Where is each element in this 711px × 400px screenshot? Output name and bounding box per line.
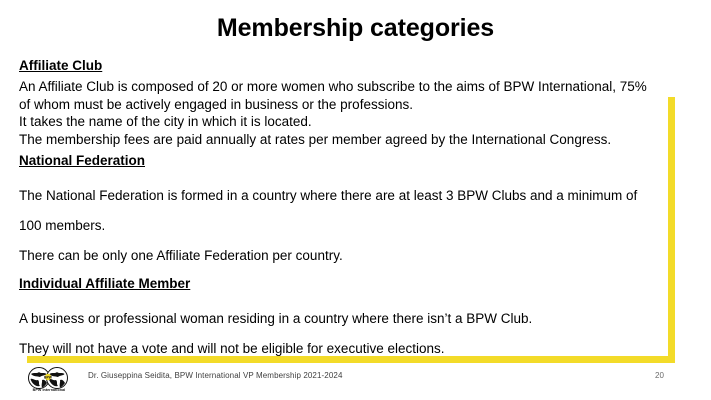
page-title: Membership categories [216,14,495,42]
logo-caption: BPW International [32,388,66,392]
section-line: They will not have a vote and will not b… [19,341,445,356]
section-line: It takes the name of the city in which i… [19,114,312,129]
section-heading: National Federation [19,153,146,168]
slide-body: Affiliate Club An Affiliate Club is comp… [19,57,659,364]
section-line: 100 members. [19,218,106,233]
bpw-globe-logo-icon: BPW [26,365,70,395]
accent-bar-vertical [668,97,675,363]
section-affiliate-club: Affiliate Club An Affiliate Club is comp… [19,57,659,148]
section-individual-affiliate-member: Individual Affiliate Member A business o… [19,271,659,364]
section-line: An Affiliate Club is composed of 20 or m… [19,79,647,94]
spacer [19,297,659,304]
section-line: There can be only one Affiliate Federati… [19,248,343,263]
footer-credit: Dr. Giuseppina Seidita, BPW Internationa… [88,371,343,380]
accent-bar-horizontal [27,356,675,363]
section-line: The National Federation is formed in a c… [19,188,638,203]
spacer [19,174,659,181]
section-line: of whom must be actively engaged in busi… [19,96,413,112]
section-heading: Individual Affiliate Member [19,276,191,291]
section-national-federation: National Federation The National Federat… [19,148,659,271]
page-number: 20 [655,371,664,380]
section-line: The membership fees are paid annually at… [19,131,612,147]
section-heading: Affiliate Club [19,58,103,73]
section-line: A business or professional woman residin… [19,311,533,326]
svg-text:BPW: BPW [44,376,53,380]
